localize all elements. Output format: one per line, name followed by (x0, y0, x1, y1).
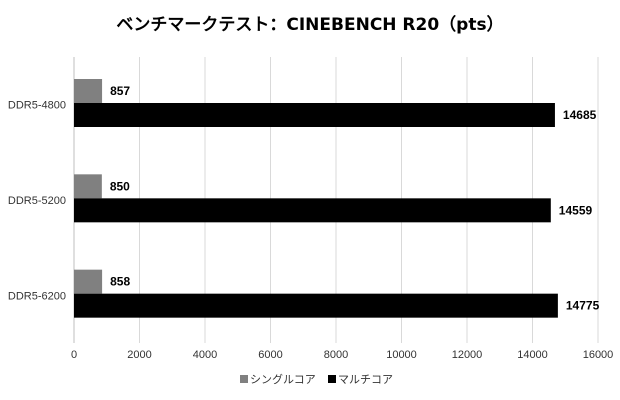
x-tick-label: 12000 (452, 349, 483, 361)
legend-label: マルチコア (338, 373, 393, 386)
data-label: 14685 (563, 108, 597, 122)
bar (74, 293, 558, 318)
labels: 0 2000 4000 6000 8000 10000 12000 14000 16000 DDR… (8, 84, 613, 361)
category-label: DDR5-5200 (8, 195, 66, 207)
x-tick-label: 16000 (583, 349, 614, 361)
data-label: 850 (110, 179, 130, 193)
x-tick-label: 10000 (386, 349, 417, 361)
x-tick-label: 6000 (258, 349, 282, 361)
bar (74, 269, 103, 294)
legend-label: シングルコア (250, 372, 316, 386)
x-tick-label: 14000 (517, 349, 548, 361)
x-tick-label: 0 (71, 349, 77, 361)
bar (74, 79, 103, 103)
x-tick-label: 4000 (193, 349, 217, 361)
legend-swatch (328, 375, 336, 383)
x-tick-label: 8000 (324, 349, 348, 361)
bar (74, 174, 102, 199)
legend-swatch (240, 375, 248, 383)
category-label: DDR5-4800 (8, 100, 66, 112)
bar (74, 103, 555, 127)
legend: シングルコア マルチコア (240, 372, 393, 386)
bars (74, 79, 558, 318)
data-label: 14559 (559, 203, 593, 217)
data-label: 858 (110, 275, 130, 289)
data-label: 857 (110, 84, 130, 98)
data-label: 14775 (566, 299, 600, 313)
bar (74, 198, 551, 223)
x-tick-label: 2000 (127, 349, 151, 361)
category-label: DDR5-6200 (8, 290, 66, 302)
chart-title: ベンチマークテスト：CINEBENCH R20（pts） (116, 14, 503, 35)
